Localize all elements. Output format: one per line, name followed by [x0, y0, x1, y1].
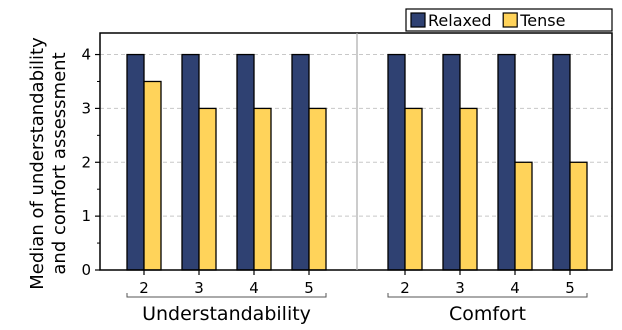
- x-tick-label: 3: [455, 279, 465, 297]
- bar-tense: [514, 161, 533, 271]
- bar-relaxed: [442, 53, 461, 271]
- bar-relaxed: [387, 53, 406, 271]
- y-tick-label: 0: [81, 261, 91, 279]
- grid: [100, 54, 612, 217]
- group-bracket: [126, 293, 327, 298]
- group-label: Understandability: [142, 303, 311, 325]
- legend-swatch: [410, 12, 426, 28]
- bar-relaxed: [236, 53, 255, 271]
- bar-relaxed: [291, 53, 310, 271]
- bar-tense: [404, 107, 423, 271]
- y-tick-label: 3: [81, 99, 91, 117]
- y-axis-title-line-2: and comfort assessment: [49, 52, 70, 274]
- y-tick-label: 1: [81, 207, 91, 225]
- x-tick-label: 3: [194, 279, 204, 297]
- bar-tense: [308, 107, 327, 271]
- x-axis-labels: 2 3 4 5 2 3 4 5: [139, 270, 575, 297]
- bar-tense: [459, 107, 478, 271]
- x-tick-label: 2: [400, 279, 410, 297]
- y-axis-title-line-1: Median of understandability: [27, 37, 48, 290]
- legend-label: Relaxed: [428, 11, 491, 30]
- legend-label: Tense: [519, 11, 565, 30]
- x-tick-label: 5: [565, 279, 575, 297]
- legend: Relaxed Tense: [405, 8, 613, 32]
- legend-swatch: [502, 12, 518, 28]
- bar-tense: [569, 161, 588, 271]
- bar-relaxed: [126, 53, 145, 271]
- x-tick-label: 2: [139, 279, 149, 297]
- plot-frame: [99, 32, 613, 271]
- x-tick-label: 4: [510, 279, 520, 297]
- group-bracket: [387, 293, 588, 298]
- bar-tense: [143, 80, 162, 271]
- bar-relaxed: [497, 53, 516, 271]
- bar-relaxed: [181, 53, 200, 271]
- bar-tense: [198, 107, 217, 271]
- y-axis-ticks: 0 1 2 3 4: [81, 46, 100, 279]
- x-tick-label: 5: [304, 279, 314, 297]
- bars: [126, 53, 588, 271]
- y-tick-label: 4: [81, 46, 91, 64]
- x-tick-label: 4: [249, 279, 259, 297]
- bar-tense: [253, 107, 272, 271]
- bar-relaxed: [552, 53, 571, 271]
- group-label: Comfort: [449, 303, 526, 325]
- y-tick-label: 2: [81, 153, 91, 171]
- group-labels: Understandability Comfort: [126, 293, 588, 325]
